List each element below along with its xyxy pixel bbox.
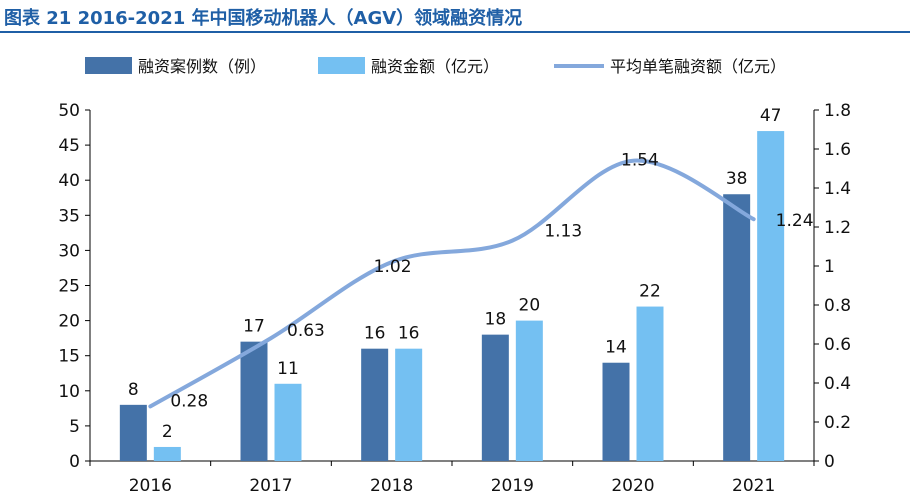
bar-case-count [119, 404, 147, 461]
left-tick-label: 15 [58, 347, 80, 367]
left-tick-label: 5 [69, 417, 80, 437]
bar-funding-amount [515, 320, 543, 461]
left-tick-label: 20 [58, 312, 80, 332]
x-tick-label: 2016 [129, 476, 172, 495]
legend-label-case-count: 融资案例数（例） [138, 57, 266, 76]
data-label-funding-amount: 2 [162, 422, 173, 442]
right-tick-label: 0 [824, 452, 835, 472]
bar-case-count [723, 194, 751, 462]
right-tick-label: 0.2 [824, 413, 851, 433]
left-tick-label: 35 [58, 206, 80, 226]
left-tick-label: 45 [58, 136, 80, 156]
left-tick-label: 10 [58, 382, 80, 402]
data-label-case-count: 17 [243, 317, 265, 337]
x-tick-label: 2018 [370, 476, 413, 495]
legend-label-avg-funding: 平均单笔融资额（亿元） [610, 57, 786, 76]
bar-case-count [481, 334, 509, 461]
right-tick-label: 1.8 [824, 101, 851, 121]
data-label-funding-amount: 11 [277, 359, 299, 379]
left-tick-label: 0 [69, 452, 80, 472]
bar-funding-amount [395, 348, 423, 461]
bar-funding-amount [757, 131, 785, 461]
data-label-avg-funding: 1.13 [544, 222, 582, 242]
bar-case-count [602, 362, 630, 461]
data-label-funding-amount: 16 [398, 324, 420, 344]
right-tick-label: 1 [824, 257, 835, 277]
data-label-avg-funding: 0.63 [287, 321, 325, 341]
bar-funding-amount [153, 446, 181, 461]
bar-case-count [240, 341, 268, 461]
line-avg-funding [148, 158, 756, 409]
bar-funding-amount [274, 383, 302, 461]
data-label-funding-amount: 47 [760, 106, 782, 126]
x-tick-label: 2020 [611, 476, 654, 495]
legend-swatch-funding-amount [318, 57, 365, 74]
data-label-avg-funding: 1.02 [374, 257, 412, 277]
data-label-case-count: 14 [605, 338, 627, 358]
x-tick-label: 2019 [491, 476, 534, 495]
data-label-case-count: 16 [364, 324, 386, 344]
right-tick-label: 1.6 [824, 140, 851, 160]
x-tick-label: 2017 [249, 476, 292, 495]
right-tick-label: 0.6 [824, 335, 851, 355]
data-label-avg-funding: 1.54 [621, 151, 659, 171]
legend-swatch-case-count [85, 57, 132, 74]
left-tick-label: 50 [58, 101, 80, 121]
data-label-avg-funding: 1.24 [776, 211, 814, 231]
title-underline [0, 31, 910, 33]
data-label-avg-funding: 0.28 [170, 391, 208, 411]
bar-case-count [361, 348, 389, 461]
x-tick-label: 2021 [732, 476, 775, 495]
data-label-case-count: 18 [485, 310, 507, 330]
data-label-funding-amount: 20 [519, 296, 541, 316]
right-tick-label: 0.4 [824, 374, 851, 394]
left-tick-label: 40 [58, 171, 80, 191]
bar-funding-amount [636, 306, 664, 461]
left-tick-label: 25 [58, 277, 80, 297]
chart-title: 图表 21 2016-2021 年中国移动机器人（AGV）领域融资情况 [4, 8, 523, 29]
right-tick-label: 0.8 [824, 296, 851, 316]
right-tick-label: 1.4 [824, 179, 851, 199]
data-label-funding-amount: 22 [639, 282, 661, 302]
left-tick-label: 30 [58, 241, 80, 261]
legend-label-funding-amount: 融资金额（亿元） [371, 57, 499, 76]
right-tick-label: 1.2 [824, 218, 851, 238]
data-label-case-count: 8 [128, 380, 139, 400]
data-label-case-count: 38 [726, 169, 748, 189]
